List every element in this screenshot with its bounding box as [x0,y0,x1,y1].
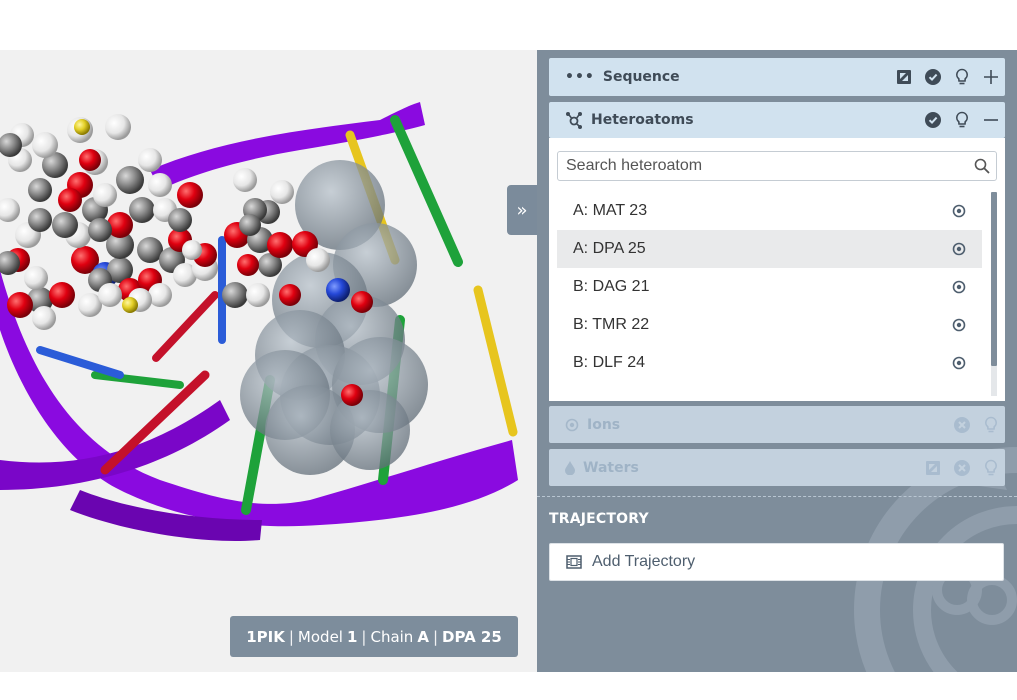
focus-target-icon[interactable] [952,356,966,370]
heteroatom-item-label: B: DAG 21 [573,278,649,296]
ellipsis-icon: ••• [565,69,595,85]
expand-icon[interactable] [889,58,918,96]
lightbulb-icon[interactable] [976,406,1005,443]
heteroatoms-card-header[interactable]: Heteroatoms [549,102,1005,138]
lightbulb-icon[interactable] [947,58,976,96]
collapse-minus-icon[interactable] [976,102,1005,138]
section-divider [537,496,1017,497]
heteroatom-item-label: B: TMR 22 [573,316,649,334]
status-separator: | [433,628,438,646]
ions-title: Ions [587,417,620,433]
heteroatom-item-label: A: DPA 25 [573,240,646,258]
status-pdb-id: 1PIK [246,628,285,646]
sequence-card-header[interactable]: ••• Sequence [549,58,1005,96]
add-trajectory-label: Add Trajectory [592,553,695,571]
trajectory-title: TRAJECTORY [549,511,649,527]
hub-icon [565,111,583,129]
heteroatom-search-input[interactable] [558,152,958,180]
list-scrollbar[interactable] [991,192,997,366]
molecule-scene[interactable] [0,50,537,672]
status-chain-label: Chain [370,628,413,646]
waters-title: Waters [583,460,639,476]
list-scroll-track[interactable] [991,366,997,396]
search-icon[interactable] [974,158,990,174]
heteroatom-item-label: A: MAT 23 [573,202,647,220]
focus-target-icon[interactable] [952,280,966,294]
heteroatom-list: A: MAT 23 A: DPA 25 B: DAG 21 B: TMR 22 … [557,192,982,382]
hidden-x-icon[interactable] [947,449,976,486]
expand-icon[interactable] [918,449,947,486]
heteroatom-item[interactable]: B: TMR 22 [557,306,982,344]
status-separator: | [361,628,366,646]
waters-card-header[interactable]: Waters [549,449,1005,486]
focus-target-icon[interactable] [952,204,966,218]
heteroatoms-title: Heteroatoms [591,112,694,128]
visible-check-icon[interactable] [918,102,947,138]
lightbulb-icon[interactable] [947,102,976,138]
status-separator: | [289,628,294,646]
ions-card-header[interactable]: Ions [549,406,1005,443]
focus-target-icon[interactable] [952,318,966,332]
status-chain: A [417,628,429,646]
side-panel: ••• Sequence Heteroatoms [537,50,1017,672]
heteroatom-search [557,151,997,181]
heteroatom-item[interactable]: A: DPA 25 [557,230,982,268]
selection-status-bar: 1PIK | Model 1 | Chain A | DPA 25 [230,616,518,657]
heteroatom-item[interactable]: A: MAT 23 [557,192,982,230]
ion-target-icon [565,418,579,432]
lightbulb-icon[interactable] [976,449,1005,486]
heteroatom-item-label: B: DLF 24 [573,354,645,372]
heteroatom-list-box: A: MAT 23 A: DPA 25 B: DAG 21 B: TMR 22 … [549,138,1005,401]
sequence-title: Sequence [603,69,680,85]
status-model: 1 [347,628,357,646]
heteroatom-item[interactable]: B: DLF 24 [557,344,982,382]
molecule-viewer[interactable]: » 1PIK | Model 1 | Chain A | DPA 25 [0,50,537,672]
heteroatom-item[interactable]: B: DAG 21 [557,268,982,306]
hidden-x-icon[interactable] [947,406,976,443]
add-trajectory-button[interactable]: Add Trajectory [549,543,1004,581]
status-ligand: DPA 25 [442,628,502,646]
collapse-panel-button[interactable]: » [507,185,537,235]
status-model-label: Model [298,628,343,646]
water-drop-icon [565,461,575,475]
visible-check-icon[interactable] [918,58,947,96]
expand-plus-icon[interactable] [976,58,1005,96]
focus-target-icon[interactable] [952,242,966,256]
film-icon [566,555,582,569]
